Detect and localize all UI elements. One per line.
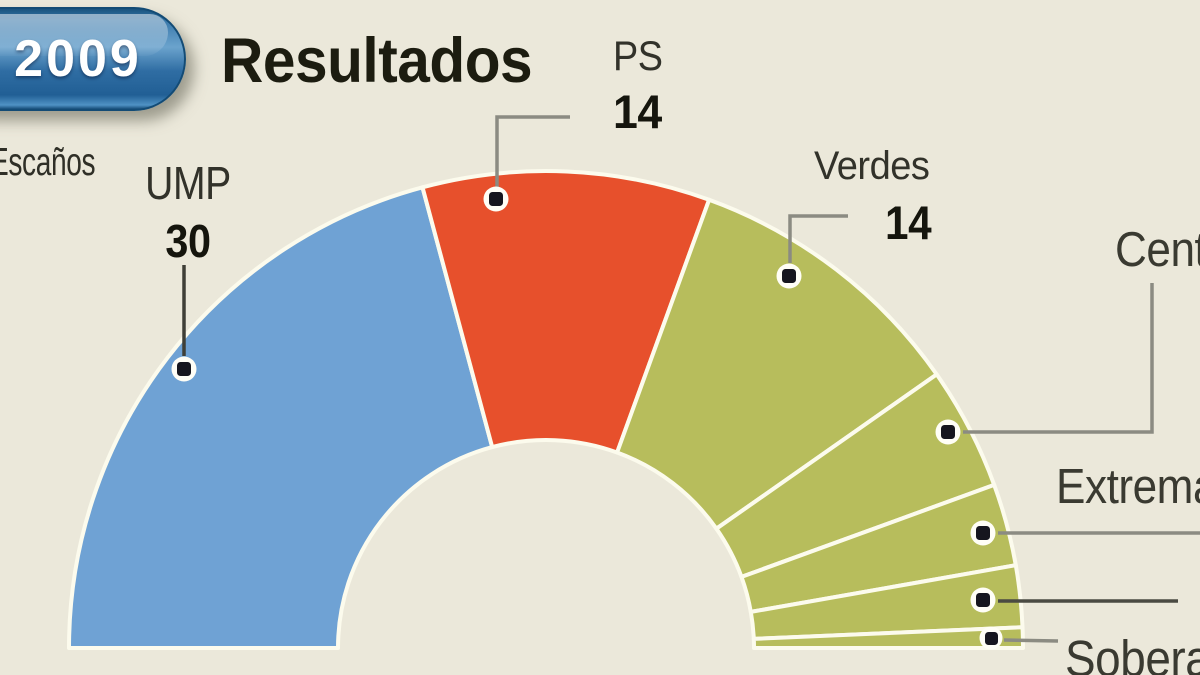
centristas-leader-line — [963, 283, 1154, 434]
segment-sobera — [751, 625, 1025, 650]
year-badge: 2009 — [0, 7, 186, 111]
year-badge-text: 2009 — [14, 30, 142, 88]
ps-seats-value: 14 — [613, 85, 662, 138]
callout-ump — [171, 265, 197, 382]
ps-label-block: PS 14 — [613, 32, 668, 138]
verdes-dot — [782, 269, 796, 283]
seat-wedges — [67, 169, 1025, 650]
callout-verdes — [776, 214, 848, 289]
ump-party-label: UMP — [145, 157, 231, 209]
unnamed-dot — [976, 593, 990, 607]
callout-centristas — [935, 283, 1154, 445]
segment-verdes — [615, 197, 939, 531]
ump-dot — [177, 362, 191, 376]
soberanistas-leader-line — [1003, 638, 1059, 643]
ump-seats-value: 30 — [165, 215, 211, 267]
callout-soberanistas — [979, 626, 1059, 650]
extrema-party-label: Extrema — [1056, 460, 1200, 514]
soberanistas-party-label: Sobera — [1065, 630, 1200, 675]
callout-extrema — [970, 520, 1200, 546]
ps-dot — [489, 192, 503, 206]
soberanistas-dot — [985, 632, 998, 645]
callout-ps — [483, 115, 570, 212]
centristas-dot — [941, 425, 955, 439]
extrema-dot — [976, 526, 990, 540]
units-label: Escaños — [0, 141, 96, 184]
verdes-seats-value: 14 — [885, 196, 932, 249]
page-title: Resultados — [221, 26, 533, 96]
callout-unnamed-segment — [970, 587, 1178, 613]
verdes-party-label: Verdes — [814, 144, 930, 188]
segment-ump — [67, 185, 495, 650]
verdes-leader-line — [788, 214, 848, 263]
segment-ps — [420, 169, 712, 455]
ps-party-label: PS — [613, 32, 663, 79]
ps-leader-line — [495, 115, 570, 187]
ump-label-block: UMP 30 — [126, 160, 250, 264]
centristas-party-label: Cent — [1115, 223, 1200, 277]
